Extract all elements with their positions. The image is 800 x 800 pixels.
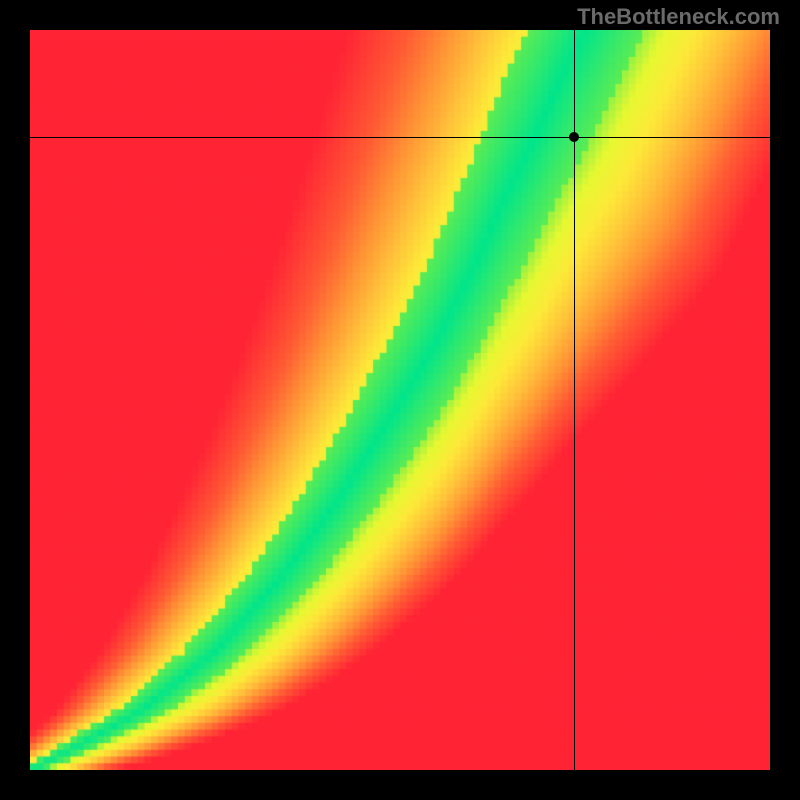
crosshair-marker xyxy=(569,132,579,142)
heatmap-canvas xyxy=(30,30,770,770)
heatmap-plot xyxy=(30,30,770,770)
crosshair-horizontal xyxy=(30,137,770,138)
watermark-text: TheBottleneck.com xyxy=(577,4,780,30)
